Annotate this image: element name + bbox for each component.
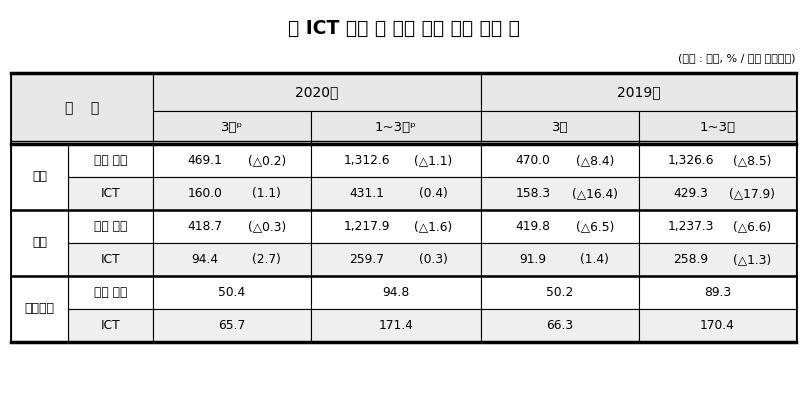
- Text: 2020년: 2020년: [295, 85, 339, 99]
- Text: (1.4): (1.4): [580, 253, 609, 266]
- Bar: [311, 111, 481, 144]
- Text: 무역수지: 무역수지: [24, 303, 55, 316]
- Bar: [68, 309, 153, 342]
- Bar: [481, 210, 639, 243]
- Text: 160.0: 160.0: [188, 187, 223, 200]
- Bar: [311, 210, 481, 243]
- Text: ICT: ICT: [101, 319, 120, 332]
- Text: 수입: 수입: [32, 237, 47, 250]
- Bar: [311, 177, 481, 210]
- Text: (△8.5): (△8.5): [733, 154, 771, 167]
- Text: 《 ICT 산업 및 전체 산업 수입 동향 》: 《 ICT 산업 및 전체 산업 수입 동향 》: [287, 18, 520, 38]
- Text: 66.3: 66.3: [546, 319, 574, 332]
- Text: ICT: ICT: [101, 187, 120, 200]
- Bar: [311, 309, 481, 342]
- Text: 수출: 수출: [32, 171, 47, 184]
- Bar: [311, 144, 481, 177]
- Bar: [481, 73, 796, 111]
- Text: 91.9: 91.9: [520, 253, 546, 266]
- Text: 1,326.6: 1,326.6: [667, 154, 714, 167]
- Text: 1,217.9: 1,217.9: [344, 220, 391, 233]
- Text: (△6.5): (△6.5): [575, 220, 614, 233]
- Bar: [481, 243, 639, 276]
- Bar: [153, 210, 311, 243]
- Bar: [481, 177, 639, 210]
- Text: 94.4: 94.4: [191, 253, 219, 266]
- Text: (0.4): (0.4): [419, 187, 448, 200]
- Bar: [153, 243, 311, 276]
- Bar: [481, 276, 639, 309]
- Text: 258.9: 258.9: [673, 253, 709, 266]
- Bar: [68, 243, 153, 276]
- Bar: [11, 73, 153, 144]
- Text: (△1.6): (△1.6): [414, 220, 453, 233]
- Bar: [639, 243, 796, 276]
- Text: (△8.4): (△8.4): [575, 154, 614, 167]
- Text: 3월ᵖ: 3월ᵖ: [221, 121, 243, 134]
- Text: 89.3: 89.3: [704, 286, 731, 299]
- Text: 1~3월: 1~3월: [700, 121, 735, 134]
- Text: 419.8: 419.8: [516, 220, 550, 233]
- Bar: [11, 276, 68, 342]
- Bar: [153, 144, 311, 177]
- Text: 50.4: 50.4: [219, 286, 245, 299]
- Bar: [11, 144, 68, 210]
- Bar: [153, 276, 311, 309]
- Bar: [68, 210, 153, 243]
- Text: 1,312.6: 1,312.6: [344, 154, 391, 167]
- Bar: [481, 144, 639, 177]
- Bar: [68, 177, 153, 210]
- Text: 170.4: 170.4: [700, 319, 735, 332]
- Text: 418.7: 418.7: [188, 220, 223, 233]
- Bar: [639, 144, 796, 177]
- Text: 469.1: 469.1: [188, 154, 223, 167]
- Bar: [11, 73, 796, 342]
- Text: (1.1): (1.1): [253, 187, 281, 200]
- Text: (△1.3): (△1.3): [733, 253, 771, 266]
- Text: 65.7: 65.7: [219, 319, 245, 332]
- Text: 431.1: 431.1: [349, 187, 385, 200]
- Text: 전체 산업: 전체 산업: [94, 220, 128, 233]
- Text: (△17.9): (△17.9): [729, 187, 775, 200]
- Bar: [68, 144, 153, 177]
- Text: 259.7: 259.7: [349, 253, 385, 266]
- Bar: [153, 177, 311, 210]
- Text: 전체 산업: 전체 산업: [94, 154, 128, 167]
- Text: (△16.4): (△16.4): [572, 187, 618, 200]
- Text: 1~3월ᵖ: 1~3월ᵖ: [375, 121, 417, 134]
- Text: 94.8: 94.8: [383, 286, 410, 299]
- Bar: [68, 276, 153, 309]
- Text: 470.0: 470.0: [516, 154, 550, 167]
- Bar: [639, 276, 796, 309]
- Bar: [481, 309, 639, 342]
- Bar: [639, 309, 796, 342]
- Text: 2019년: 2019년: [617, 85, 660, 99]
- Bar: [153, 111, 311, 144]
- Text: 171.4: 171.4: [378, 319, 413, 332]
- Text: ICT: ICT: [101, 253, 120, 266]
- Text: (△6.6): (△6.6): [733, 220, 771, 233]
- Text: 전체 산업: 전체 산업: [94, 286, 128, 299]
- Text: (△1.1): (△1.1): [414, 154, 453, 167]
- Text: (△0.2): (△0.2): [248, 154, 286, 167]
- Text: 429.3: 429.3: [673, 187, 709, 200]
- Bar: [153, 309, 311, 342]
- Text: (△0.3): (△0.3): [248, 220, 286, 233]
- Bar: [639, 111, 796, 144]
- Text: 50.2: 50.2: [546, 286, 574, 299]
- Bar: [311, 276, 481, 309]
- Text: 1,237.3: 1,237.3: [667, 220, 714, 233]
- Bar: [11, 210, 68, 276]
- Text: (2.7): (2.7): [253, 253, 281, 266]
- Bar: [153, 73, 481, 111]
- Bar: [311, 243, 481, 276]
- Bar: [639, 177, 796, 210]
- Text: 158.3: 158.3: [516, 187, 550, 200]
- Text: 3월: 3월: [552, 121, 568, 134]
- Text: (0.3): (0.3): [419, 253, 448, 266]
- Bar: [481, 111, 639, 144]
- Text: (단위 : 억불, % / 전년 동월대비): (단위 : 억불, % / 전년 동월대비): [679, 53, 796, 63]
- Text: 구    분: 구 분: [65, 102, 99, 115]
- Bar: [639, 210, 796, 243]
